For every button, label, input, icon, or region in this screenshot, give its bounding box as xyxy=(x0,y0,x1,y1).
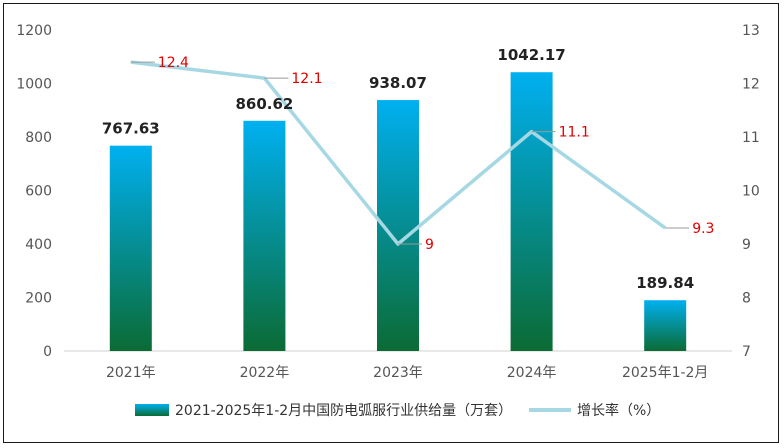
bar-value-label: 938.07 xyxy=(369,74,427,92)
bar xyxy=(644,300,687,351)
y-left-tick-label: 600 xyxy=(25,184,52,200)
legend-bar-label: 2021-2025年1-2月中国防电弧服行业供给量（万套） xyxy=(175,403,512,419)
y-right-tick-label: 11 xyxy=(742,130,760,146)
y-right-tick-label: 9 xyxy=(742,237,751,253)
x-category-label: 2021年 xyxy=(106,365,156,381)
bar xyxy=(510,72,553,351)
y-left-tick-label: 400 xyxy=(25,237,52,253)
bar-value-label: 860.62 xyxy=(235,95,293,113)
y-left-tick-label: 1000 xyxy=(16,77,52,93)
legend-line-label: 增长率（%） xyxy=(577,402,660,419)
x-category-label: 2024年 xyxy=(507,365,557,381)
rate-value-label: 12.4 xyxy=(158,55,189,71)
y-right-tick-label: 8 xyxy=(742,291,751,307)
y-right-tick-label: 10 xyxy=(742,184,760,200)
rate-value-label: 12.1 xyxy=(291,71,322,87)
bar-value-label: 189.84 xyxy=(636,274,694,292)
y-left-tick-label: 1200 xyxy=(16,23,52,39)
x-category-label: 2023年 xyxy=(373,365,423,381)
rate-value-label: 9.3 xyxy=(692,221,714,237)
y-left-tick-label: 800 xyxy=(25,130,52,146)
y-left-tick-label: 200 xyxy=(25,291,52,307)
bar-value-label: 1042.17 xyxy=(497,46,565,64)
y-left-tick-label: 0 xyxy=(43,344,52,360)
x-category-label: 2025年1-2月 xyxy=(622,365,709,381)
rate-value-label: 11.1 xyxy=(559,125,590,141)
y-right-tick-label: 12 xyxy=(742,77,760,93)
x-category-label: 2022年 xyxy=(240,365,290,381)
bar-value-label: 767.63 xyxy=(102,120,160,138)
legend-bar-swatch xyxy=(135,404,169,416)
bar xyxy=(109,145,152,351)
bar xyxy=(243,120,286,351)
y-right-tick-label: 7 xyxy=(742,344,751,360)
rate-value-label: 9 xyxy=(425,237,434,253)
y-right-tick-label: 13 xyxy=(742,23,760,39)
